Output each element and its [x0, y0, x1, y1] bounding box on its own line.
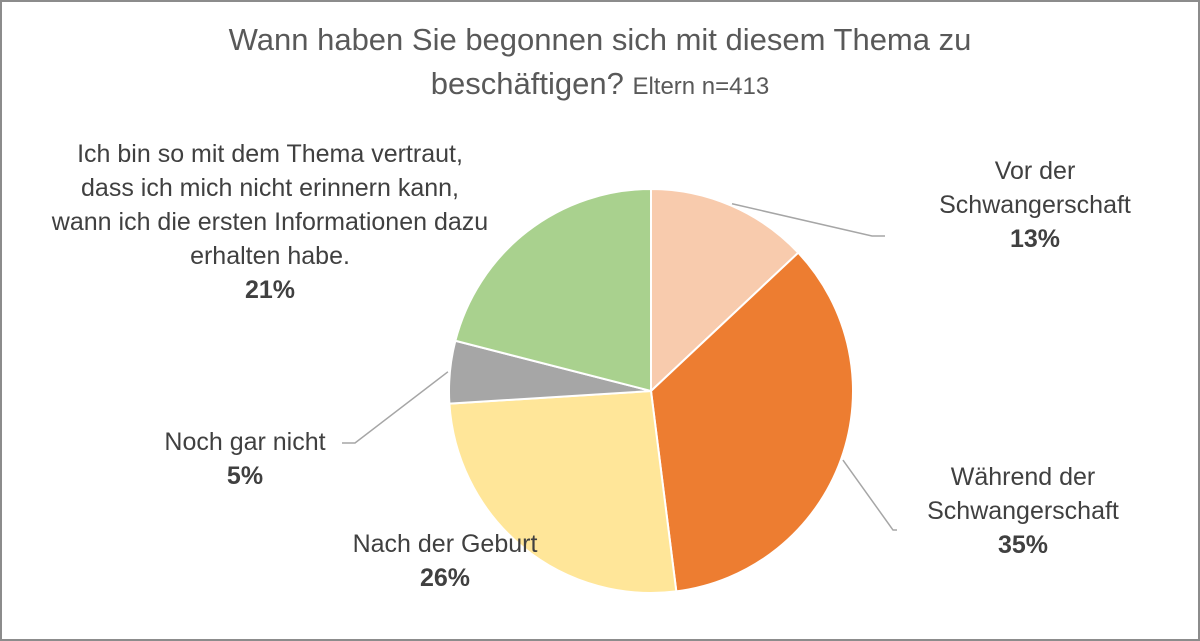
slice-label-line: Ich bin so mit dem Thema vertraut,: [77, 140, 463, 168]
slice-label-line: Schwangerschaft: [939, 191, 1131, 219]
label-nach-der-geburt: Nach der Geburt 26%: [300, 527, 590, 595]
title-line-2-text: beschäftigen?: [430, 66, 624, 101]
leader-line: [342, 371, 449, 444]
label-waehrend-der-schwangerschaft: Während der Schwangerschaft 35%: [858, 460, 1188, 562]
slice-value-label: 21%: [244, 276, 296, 304]
chart-subtitle: Eltern n=413: [632, 73, 770, 100]
chart-title: Wann haben Sie begonnen sich mit diesem …: [100, 18, 1100, 109]
slice-value-label: 26%: [419, 564, 471, 592]
slice-label-line: Vor der: [994, 157, 1076, 185]
title-line-1: Wann haben Sie begonnen sich mit diesem …: [228, 22, 972, 57]
slice-label-line: erhalten habe.: [190, 242, 350, 270]
leader-line: [731, 203, 885, 237]
slice-label-line: Nach der Geburt: [352, 530, 538, 558]
slice-label-line: Während der: [950, 463, 1096, 491]
label-noch-gar-nicht: Noch gar nicht 5%: [130, 425, 360, 493]
label-vertraut: Ich bin so mit dem Thema vertraut, dass …: [0, 137, 540, 307]
slice-vertraut: [454, 187, 652, 393]
slice-waehrend-der-schwangerschaft: [649, 251, 854, 593]
title-line-2: beschäftigen? Eltern n=413: [100, 62, 1100, 109]
slice-value-label: 13%: [1009, 225, 1061, 253]
slice-label-line: Schwangerschaft: [927, 497, 1119, 525]
slice-value-label: 5%: [226, 462, 264, 490]
leader-line: [842, 459, 897, 531]
slice-label-line: wann ich die ersten Informationen dazu: [51, 208, 489, 236]
label-vor-der-schwangerschaft: Vor der Schwangerschaft 13%: [880, 154, 1190, 256]
slice-vor-der-schwangerschaft: [650, 187, 800, 394]
slice-label-line: Noch gar nicht: [164, 428, 326, 456]
slice-label-line: dass ich mich nicht erinnern kann,: [81, 174, 459, 202]
slice-nach-der-geburt: [448, 389, 678, 594]
slice-value-label: 35%: [997, 531, 1049, 559]
